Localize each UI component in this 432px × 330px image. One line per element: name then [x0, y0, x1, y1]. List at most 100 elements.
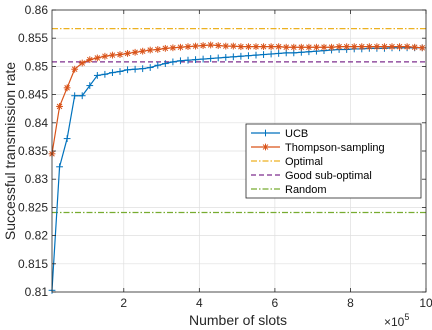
data-point [124, 66, 131, 74]
legend: UCB Thompson-sampling Optimal Good sub-opti… [245, 123, 422, 199]
data-point [237, 43, 245, 51]
data-point [63, 84, 71, 92]
data-point [71, 92, 79, 100]
data-point [93, 72, 101, 79]
data-point [328, 43, 335, 51]
y-tick-label: 0.84 [25, 116, 49, 130]
data-point [252, 43, 260, 51]
data-point [93, 54, 101, 62]
data-point [154, 46, 162, 53]
data-point [365, 43, 373, 51]
data-point [86, 82, 94, 89]
data-point [177, 43, 184, 51]
data-point [199, 42, 207, 49]
x-multiplier: ×105 [384, 312, 409, 329]
legend-item: Random [251, 184, 327, 196]
data-point [161, 60, 169, 67]
legend-box [245, 123, 422, 199]
data-point [71, 65, 79, 73]
data-point [192, 42, 199, 50]
data-point [222, 53, 230, 61]
data-point [124, 50, 131, 57]
y-tick-label: 0.83 [25, 172, 49, 186]
data-point [131, 65, 139, 73]
legend-label: Optimal [285, 156, 323, 168]
data-point [260, 43, 267, 51]
data-point [207, 55, 215, 62]
legend-label: Random [285, 184, 327, 196]
data-point [358, 43, 366, 51]
data-point [229, 53, 237, 61]
data-point [131, 48, 139, 56]
series-thompson-sampling [48, 41, 426, 158]
data-point [237, 52, 245, 60]
data-point [245, 52, 252, 60]
data-point [282, 43, 290, 51]
x-tick-label: 10 [419, 296, 432, 310]
data-point [161, 44, 169, 52]
data-point [396, 43, 403, 51]
data-point [229, 42, 237, 50]
ticks: 0.81 0.815 0.82 0.825 0.83 0.835 0.84 0.845 0.85… [18, 3, 432, 310]
data-point [101, 70, 109, 78]
y-tick-label: 0.815 [18, 257, 48, 271]
y-tick-label: 0.85 [25, 59, 49, 73]
data-point [320, 43, 328, 51]
data-point [388, 43, 396, 51]
data-point [109, 69, 116, 77]
data-point [297, 43, 305, 51]
data-point [169, 58, 177, 66]
data-point [411, 43, 419, 51]
data-point [116, 51, 124, 58]
legend-label: Thompson-sampling [285, 142, 385, 154]
data-point [313, 43, 320, 51]
data-point [146, 46, 154, 54]
data-point [146, 64, 154, 71]
y-tick-label: 0.86 [25, 3, 49, 17]
data-point [214, 42, 222, 49]
data-point [78, 59, 86, 67]
y-tick-label: 0.81 [25, 285, 49, 299]
data-point [222, 42, 230, 50]
data-point [192, 56, 199, 64]
legend-label: Good sub-optimal [285, 170, 372, 182]
data-point [214, 54, 222, 62]
data-point [350, 43, 358, 51]
x-tick-label: 6 [272, 296, 279, 310]
x-tick-label: 2 [120, 296, 127, 310]
data-point [63, 135, 71, 142]
y-axis-label: Successful transmission rate [2, 62, 18, 240]
x-axis-label: Number of slots [189, 312, 287, 328]
x-tick-label: 8 [347, 296, 354, 310]
data-point [267, 50, 275, 58]
data-point [252, 51, 260, 59]
data-point [343, 43, 351, 51]
data-point [245, 43, 252, 51]
legend-item: Thompson-sampling [251, 142, 385, 154]
legend-item: UCB [251, 128, 308, 140]
y-tick-label: 0.835 [18, 144, 48, 158]
data-point [139, 47, 147, 55]
x-multiplier-base: ×10 [384, 315, 405, 329]
data-point [86, 56, 94, 64]
data-point [56, 103, 63, 110]
data-point [154, 61, 162, 69]
data-point [260, 51, 267, 58]
data-point [56, 163, 63, 171]
data-point [169, 44, 177, 52]
data-point [109, 51, 116, 59]
data-point [275, 43, 283, 51]
legend-item: Optimal [251, 156, 323, 168]
data-point [275, 50, 283, 57]
data-point [262, 143, 269, 151]
data-point [139, 65, 147, 73]
data-point [116, 68, 124, 75]
data-point [373, 43, 381, 51]
data-point [262, 129, 269, 137]
data-point [184, 56, 192, 64]
data-point [305, 43, 313, 51]
data-point [403, 43, 411, 51]
data-point [184, 43, 192, 51]
data-point [267, 43, 275, 51]
